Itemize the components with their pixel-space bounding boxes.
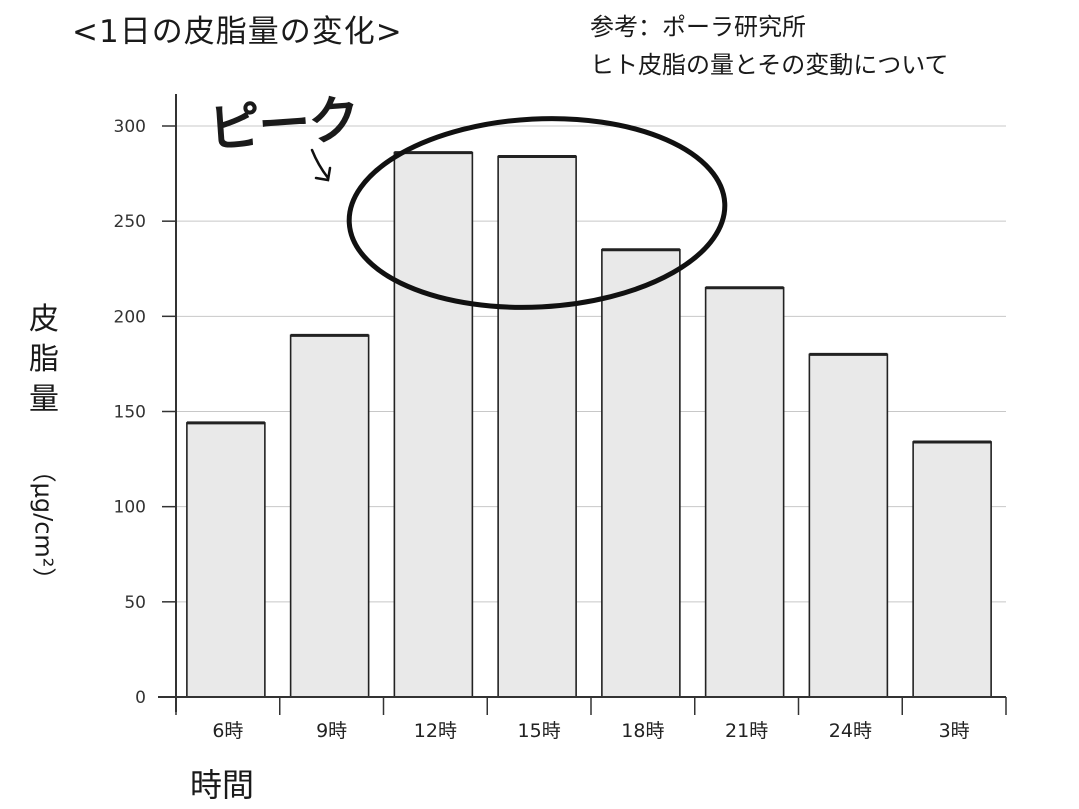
y-tick-labels: 0 50 100 150 200 250 300 <box>114 117 146 708</box>
x-tick-label: 9時 <box>316 720 347 742</box>
peak-annotation: ピーク <box>206 89 361 161</box>
y-tick-label: 200 <box>114 307 146 327</box>
x-tick-label: 21時 <box>725 720 768 742</box>
x-tick-label: 3時 <box>939 720 970 742</box>
x-tick-label: 18時 <box>621 720 664 742</box>
bar <box>186 422 266 698</box>
y-tick-label: 150 <box>114 403 146 423</box>
y-axis-label-char: 皮 <box>29 302 59 337</box>
bar <box>912 441 992 698</box>
peak-arrow <box>310 148 332 182</box>
x-tick-label: 6時 <box>212 720 243 742</box>
axes <box>158 94 1007 715</box>
bar <box>393 151 474 698</box>
chart-title: <1日の皮脂量の変化> <box>72 14 403 50</box>
x-axis-label: 時間 <box>190 766 255 804</box>
bar <box>704 286 785 698</box>
source-line-2: ヒト皮脂の量とその変動について <box>590 51 949 79</box>
bar <box>497 155 577 698</box>
y-tick-label: 250 <box>114 212 146 232</box>
x-tick-label: 15時 <box>518 720 561 742</box>
x-tick-label: 24時 <box>829 720 872 742</box>
y-tick-label: 0 <box>135 688 146 708</box>
source-note: 参考：ポーラ研究所 ヒト皮脂の量とその変動について <box>590 8 949 84</box>
x-tick-labels: 6時 9時 12時 15時 18時 21時 24時 3時 <box>212 720 969 742</box>
bar <box>601 248 681 698</box>
y-axis-label-char: 量 <box>29 382 59 417</box>
y-tick-label: 100 <box>114 498 146 518</box>
bars <box>186 151 992 698</box>
y-axis-label-char: 脂 <box>29 342 59 377</box>
y-axis-label: 皮脂量 <box>24 300 64 420</box>
peak-highlight-ellipse <box>346 116 728 310</box>
y-tick-label: 300 <box>114 117 146 137</box>
source-line-1: 参考：ポーラ研究所 <box>590 13 806 41</box>
x-tick-label: 12時 <box>414 720 457 742</box>
y-tick-label: 50 <box>124 593 146 613</box>
bar <box>289 334 370 698</box>
bar <box>808 353 889 698</box>
